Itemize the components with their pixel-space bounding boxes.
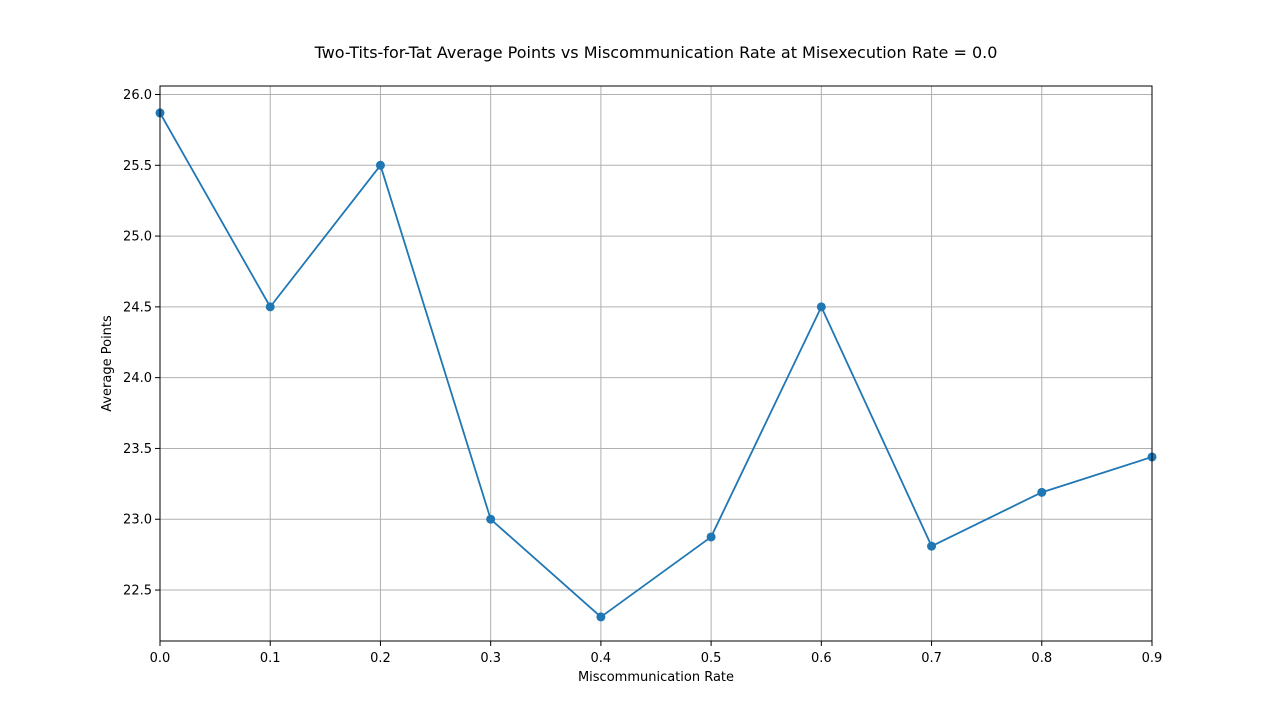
y-tick-label: 23.0 xyxy=(123,513,152,528)
y-tick-label: 23.5 xyxy=(123,442,152,457)
series-layer xyxy=(155,108,1157,622)
y-tick-label: 26.0 xyxy=(123,88,152,103)
y-tick-label: 24.0 xyxy=(123,371,152,386)
x-tick-label: 0.5 xyxy=(701,651,722,666)
data-point xyxy=(927,541,937,551)
x-tick-label: 0.7 xyxy=(921,651,942,666)
x-tick-label: 0.9 xyxy=(1142,651,1163,666)
plot-frame xyxy=(159,85,1153,642)
y-axis-label: Average Points xyxy=(100,315,115,412)
data-point xyxy=(265,302,275,312)
y-tick-label: 25.0 xyxy=(123,230,152,245)
x-tick-label: 0.3 xyxy=(480,651,501,666)
data-point xyxy=(486,514,496,524)
data-point xyxy=(706,532,716,542)
chart-title: Two-Tits-for-Tat Average Points vs Misco… xyxy=(314,43,998,62)
data-point xyxy=(596,612,606,622)
x-tick-label: 0.2 xyxy=(370,651,391,666)
x-tick-label: 0.8 xyxy=(1031,651,1052,666)
x-tick-label: 0.1 xyxy=(260,651,281,666)
x-tick-label: 0.6 xyxy=(811,651,832,666)
y-tick-label: 24.5 xyxy=(123,300,152,315)
y-tick-label: 25.5 xyxy=(123,159,152,174)
data-point xyxy=(375,160,385,170)
series-line xyxy=(159,112,1153,618)
x-tick-label: 0.0 xyxy=(150,651,171,666)
x-tick-label: 0.4 xyxy=(591,651,612,666)
ticks: 0.0 0.1 0.2 0.3 0.4 0.5 0.6 0.7 0.8 0.9 22.5 23.0 23… xyxy=(123,88,1162,666)
y-tick-label: 22.5 xyxy=(123,584,152,599)
grid xyxy=(159,86,1153,641)
x-axis-label: Miscommunication Rate xyxy=(578,670,734,685)
data-point xyxy=(816,302,826,312)
data-point xyxy=(1037,487,1047,497)
